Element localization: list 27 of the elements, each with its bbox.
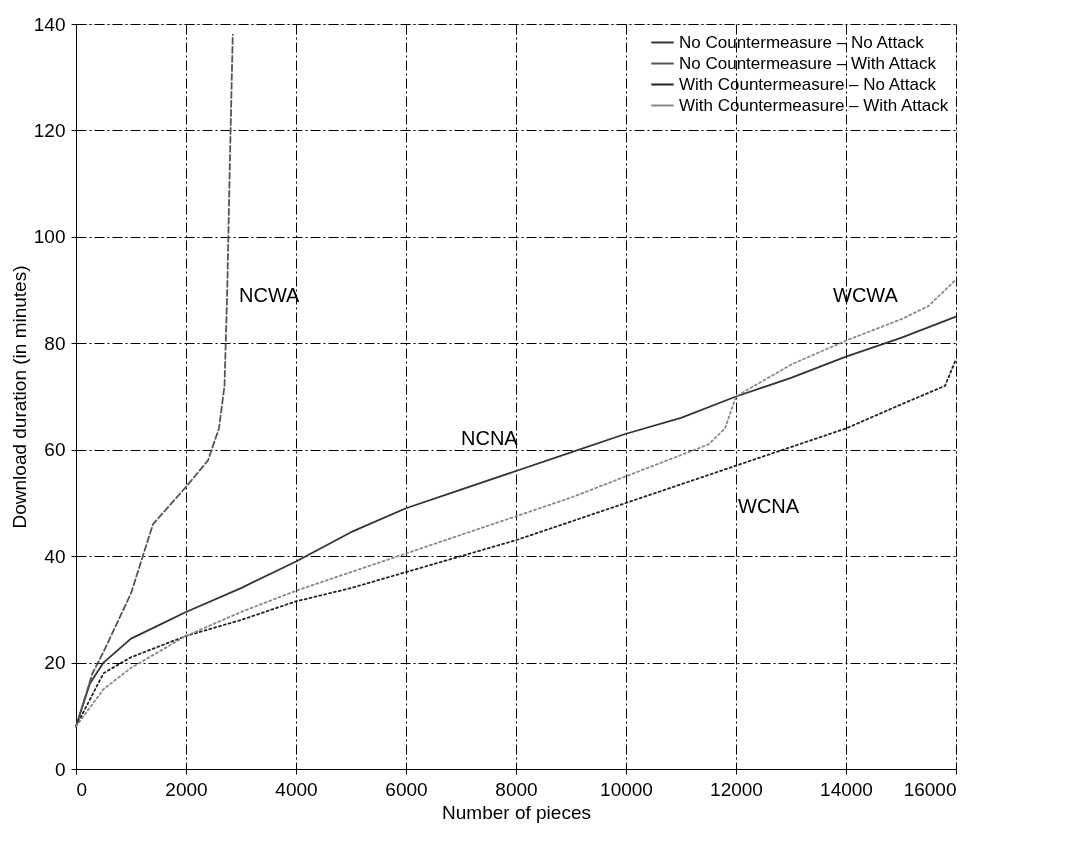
x-tick-label: 10000 (600, 778, 653, 800)
x-tick-label: 6000 (385, 778, 428, 800)
annotation: NCNA (461, 427, 519, 449)
y-tick-label: 120 (33, 119, 66, 141)
annotation: WCNA (738, 495, 800, 517)
x-axis-title: Number of pieces (442, 801, 591, 823)
x-tick-label: 0 (76, 778, 88, 800)
annotation: NCWA (239, 284, 301, 306)
y-tick-label: 40 (44, 545, 66, 567)
y-tick-label: 140 (33, 13, 66, 35)
x-tick-label: 12000 (710, 778, 763, 800)
x-tick-label: 8000 (495, 778, 538, 800)
legend-label: With Countermeasure – With Attack (679, 95, 949, 115)
y-tick-label: 0 (54, 758, 66, 780)
y-tick-label: 60 (44, 439, 66, 461)
y-tick-label: 100 (33, 226, 66, 248)
y-axis-title: Download duration (in minutes) (8, 265, 30, 529)
y-tick-label: 20 (44, 652, 66, 674)
x-tick-label: 4000 (275, 778, 318, 800)
x-tick-label: 16000 (903, 778, 957, 800)
legend-label: No Countermeasure – No Attack (679, 32, 925, 52)
x-tick-label: 14000 (820, 778, 873, 800)
x-tick-label: 2000 (165, 778, 208, 800)
annotation: WCWA (833, 284, 899, 306)
y-tick-label: 80 (44, 332, 66, 354)
legend-label: With Countermeasure – No Attack (679, 74, 937, 94)
legend-label: No Countermeasure – With Attack (679, 53, 937, 73)
